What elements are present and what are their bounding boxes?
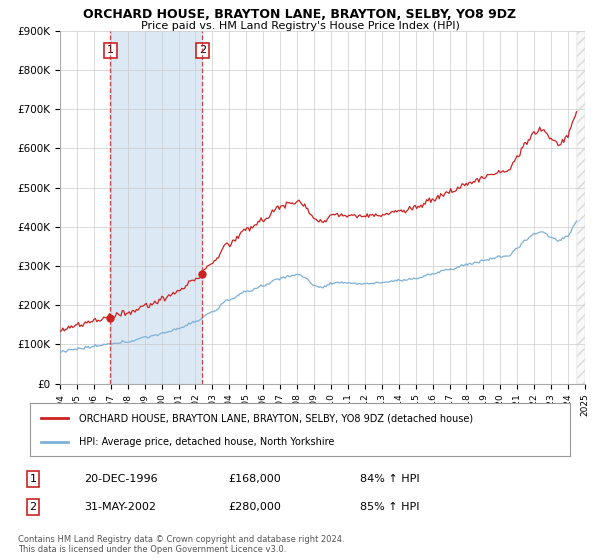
Text: 84% ↑ HPI: 84% ↑ HPI [360, 474, 419, 484]
Text: HPI: Average price, detached house, North Yorkshire: HPI: Average price, detached house, Nort… [79, 436, 334, 446]
Bar [577, 31, 585, 384]
Text: Contains HM Land Registry data © Crown copyright and database right 2024.
This d: Contains HM Land Registry data © Crown c… [18, 535, 344, 554]
Text: ORCHARD HOUSE, BRAYTON LANE, BRAYTON, SELBY, YO8 9DZ (detached house): ORCHARD HOUSE, BRAYTON LANE, BRAYTON, SE… [79, 413, 473, 423]
Text: ORCHARD HOUSE, BRAYTON LANE, BRAYTON, SELBY, YO8 9DZ: ORCHARD HOUSE, BRAYTON LANE, BRAYTON, SE… [83, 8, 517, 21]
Bar [110, 31, 202, 384]
Text: £168,000: £168,000 [228, 474, 281, 484]
Text: £280,000: £280,000 [228, 502, 281, 512]
Text: 31-MAY-2002: 31-MAY-2002 [84, 502, 156, 512]
Text: 2: 2 [29, 502, 37, 512]
Text: 2: 2 [199, 45, 206, 55]
Bar [577, 31, 585, 384]
Text: 20-DEC-1996: 20-DEC-1996 [84, 474, 158, 484]
Text: 85% ↑ HPI: 85% ↑ HPI [360, 502, 419, 512]
Text: 1: 1 [29, 474, 37, 484]
Text: Price paid vs. HM Land Registry's House Price Index (HPI): Price paid vs. HM Land Registry's House … [140, 21, 460, 31]
Text: 1: 1 [107, 45, 114, 55]
